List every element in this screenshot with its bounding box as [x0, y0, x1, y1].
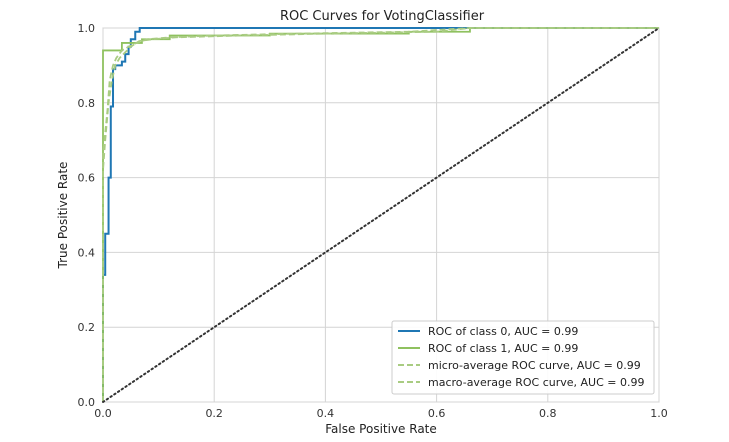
series-line-1 — [102, 27, 659, 402]
y-tick-label: 0.4 — [78, 246, 96, 259]
legend-label-0: ROC of class 0, AUC = 0.99 — [428, 325, 578, 338]
y-tick-label: 0.8 — [78, 97, 96, 110]
x-tick-label: 0.2 — [205, 407, 223, 420]
x-axis-label: False Positive Rate — [325, 422, 437, 436]
y-axis-label: True Positive Rate — [56, 162, 70, 270]
reference-diagonal — [102, 27, 660, 403]
x-tick-label: 1.0 — [650, 407, 668, 420]
legend: ROC of class 0, AUC = 0.99 ROC of class 1… — [391, 320, 655, 395]
legend-label-2: micro-average ROC curve, AUC = 0.99 — [428, 359, 641, 372]
x-tick-label: 0.4 — [317, 407, 335, 420]
chart-title: ROC Curves for VotingClassifier — [280, 9, 485, 24]
x-tick-label: 0.6 — [428, 407, 446, 420]
series-group — [102, 27, 660, 403]
y-tick-label: 0.6 — [78, 172, 96, 185]
legend-label-1: ROC of class 1, AUC = 0.99 — [428, 342, 578, 355]
x-tick-label: 0.0 — [94, 407, 112, 420]
x-ticks: 0.0 0.2 0.4 0.6 0.8 1.0 — [94, 407, 668, 420]
x-tick-label: 0.8 — [539, 407, 557, 420]
series-line-0 — [102, 27, 659, 402]
y-tick-label: 0.2 — [78, 321, 96, 334]
y-tick-label: 0.0 — [78, 396, 96, 409]
y-tick-label: 1.0 — [78, 22, 96, 35]
y-ticks: 0.0 0.2 0.4 0.6 0.8 1.0 — [78, 22, 96, 409]
legend-frame — [391, 320, 655, 395]
legend-label-3: macro-average ROC curve, AUC = 0.99 — [428, 376, 644, 389]
series-line-3 — [102, 27, 659, 402]
